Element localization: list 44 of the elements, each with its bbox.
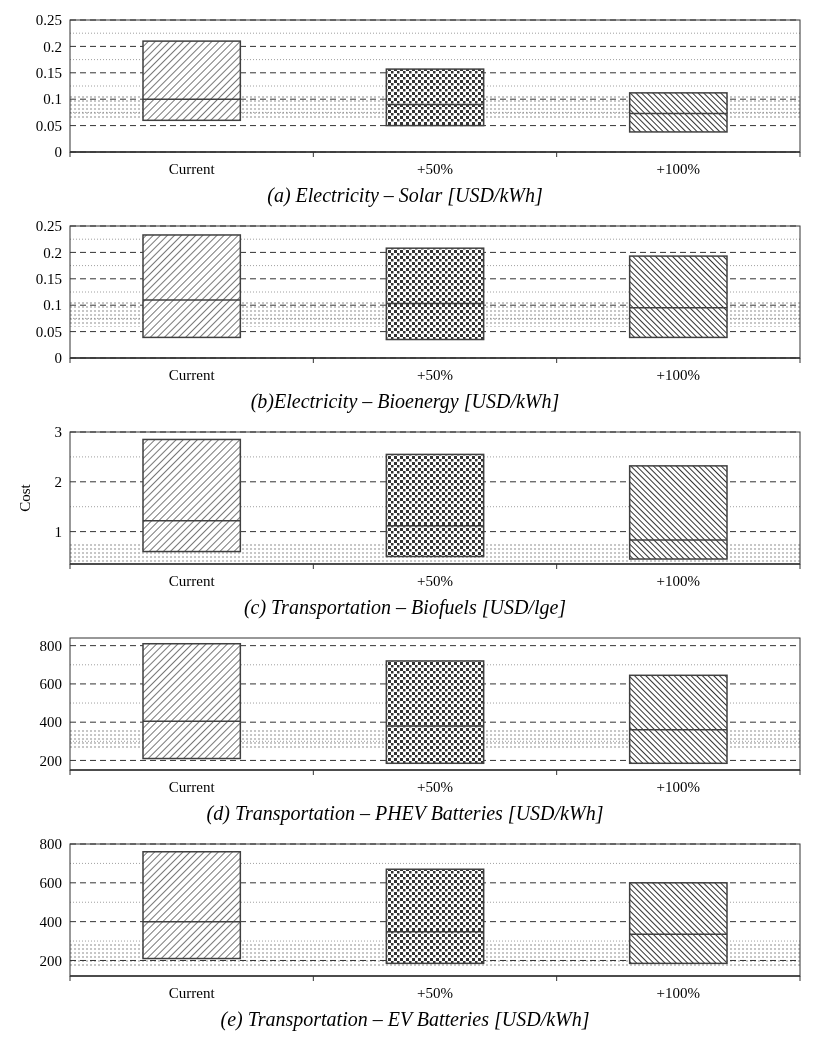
x-tick-label: +100% [656, 779, 701, 795]
x-tick-label: +50% [417, 367, 453, 383]
x-tick-label: +50% [417, 161, 453, 177]
y-axis-title: Cost [17, 483, 33, 512]
y-tick-label: 200 [39, 752, 62, 769]
x-tick-label: Current [168, 161, 216, 177]
x-tick-label: Current [168, 985, 216, 1001]
x-tick-label: +100% [656, 161, 701, 177]
y-tick-label: 0.1 [43, 297, 62, 314]
y-tick-label: 0.05 [35, 117, 62, 134]
y-tick-label: 0.25 [35, 12, 62, 29]
text: (a) Electricity – Solar [USD/kWh] [267, 184, 543, 207]
text: (b)Electricity – Bioenergy [USD/kWh] [250, 390, 560, 413]
y-tick-label: 800 [39, 836, 62, 853]
text: (c) Transportation – Biofuels [USD/lge] [243, 596, 567, 619]
y-tick-label: 0.05 [35, 323, 62, 340]
y-tick-label: 1 [54, 523, 62, 540]
y-tick-label: 600 [39, 676, 62, 693]
y-tick-label: 0 [54, 350, 62, 367]
x-tick-label: +100% [656, 367, 701, 383]
text: (e) Transportation – EV Batteries [USD/kWh] [220, 1008, 590, 1031]
y-tick-label: 0.15 [35, 65, 62, 82]
y-tick-label: 400 [39, 714, 62, 731]
y-tick-label: 2 [54, 474, 62, 491]
x-tick-label: +100% [656, 985, 701, 1001]
y-tick-label: 0.2 [43, 244, 62, 261]
x-tick-label: Current [168, 367, 216, 383]
y-tick-label: 0.2 [43, 38, 62, 55]
x-tick-label: +100% [656, 573, 701, 589]
x-tick-label: +50% [417, 779, 453, 795]
y-tick-label: 3 [54, 424, 62, 441]
y-tick-label: 400 [39, 913, 62, 930]
y-tick-label: 200 [39, 952, 62, 969]
x-tick-label: +50% [417, 573, 453, 589]
x-tick-label: Current [168, 779, 216, 795]
y-tick-label: 0.1 [43, 91, 62, 108]
y-tick-label: 0.25 [35, 218, 62, 235]
text: (d) Transportation – PHEV Batteries [USD/kWh] [206, 802, 604, 825]
x-tick-label: +50% [417, 985, 453, 1001]
y-tick-label: 800 [39, 637, 62, 654]
x-tick-label: Current [168, 573, 216, 589]
y-tick-label: 0 [54, 144, 62, 161]
y-tick-label: 0.15 [35, 271, 62, 288]
y-tick-label: 600 [39, 875, 62, 892]
